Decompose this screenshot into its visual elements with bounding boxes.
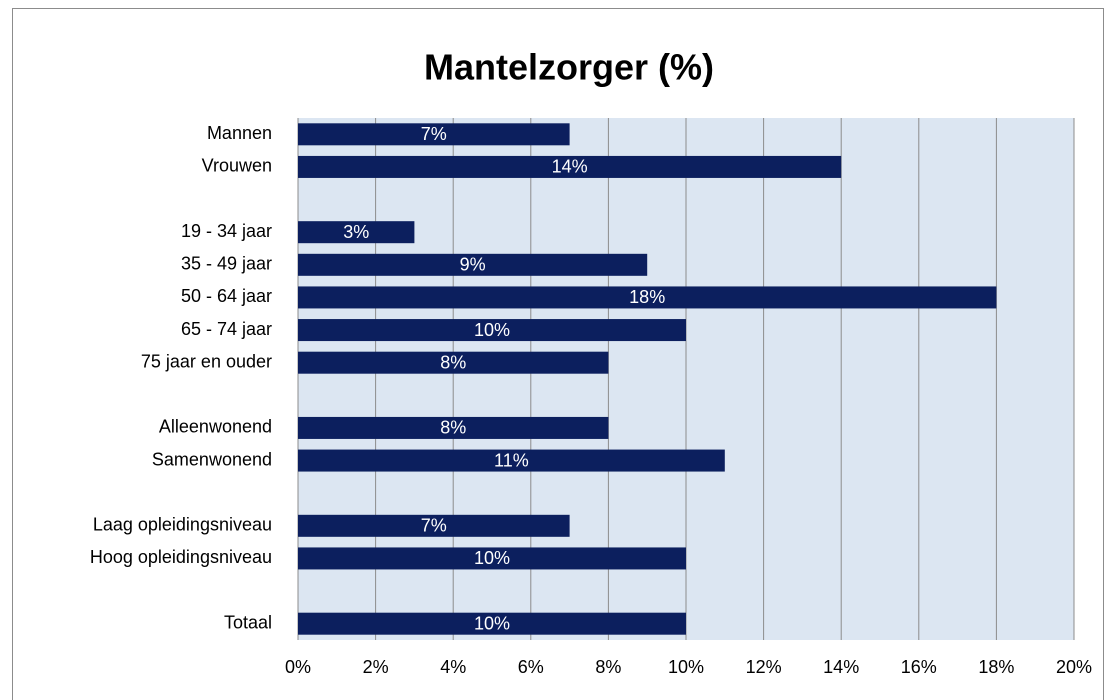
x-tick-label: 4% [440,657,466,677]
value-label: 8% [440,418,466,438]
x-tick-label: 0% [285,657,311,677]
value-label: 8% [440,352,466,372]
y-tick-label: Totaal [224,612,272,632]
bar [298,221,415,244]
bar [298,612,686,635]
bar [298,449,725,472]
value-label: 18% [629,287,665,307]
y-tick-label: Vrouwen [202,156,272,176]
bar [298,155,842,178]
bar [298,416,609,439]
value-label: 14% [552,157,588,177]
y-tick-label: 65 - 74 jaar [181,319,272,339]
x-tick-label: 10% [668,657,704,677]
y-tick-label: Hoog opleidingsniveau [90,547,272,567]
value-label: 7% [421,516,447,536]
value-label: 3% [343,222,369,242]
value-label: 10% [474,613,510,633]
y-tick-label: Samenwonend [152,449,272,469]
bar [298,547,686,570]
y-tick-label: 75 jaar en ouder [141,351,272,371]
value-label: 11% [494,450,529,470]
x-tick-label: 8% [595,657,621,677]
value-label: 10% [474,320,510,340]
value-label: 7% [421,124,447,144]
x-tick-label: 12% [746,657,782,677]
bar [298,123,570,146]
y-tick-label: 50 - 64 jaar [181,286,272,306]
x-tick-label: 18% [978,657,1014,677]
bar [298,319,686,342]
value-label: 9% [460,255,486,275]
y-tick-label: Laag opleidingsniveau [93,515,272,535]
x-tick-label: 6% [518,657,544,677]
y-tick-label: Alleenwonend [159,417,272,437]
chart-title: Mantelzorger (%) [424,47,714,88]
x-tick-label: 14% [823,657,859,677]
y-tick-label: 35 - 49 jaar [181,254,272,274]
value-label: 10% [474,548,510,568]
bar [298,514,570,537]
x-tick-label: 16% [901,657,937,677]
x-tick-label: 20% [1056,657,1092,677]
y-tick-label: 19 - 34 jaar [181,221,272,241]
bar [298,351,609,374]
bar [298,253,648,276]
bar [298,286,997,309]
y-tick-label: Mannen [207,123,272,143]
x-tick-label: 2% [363,657,389,677]
